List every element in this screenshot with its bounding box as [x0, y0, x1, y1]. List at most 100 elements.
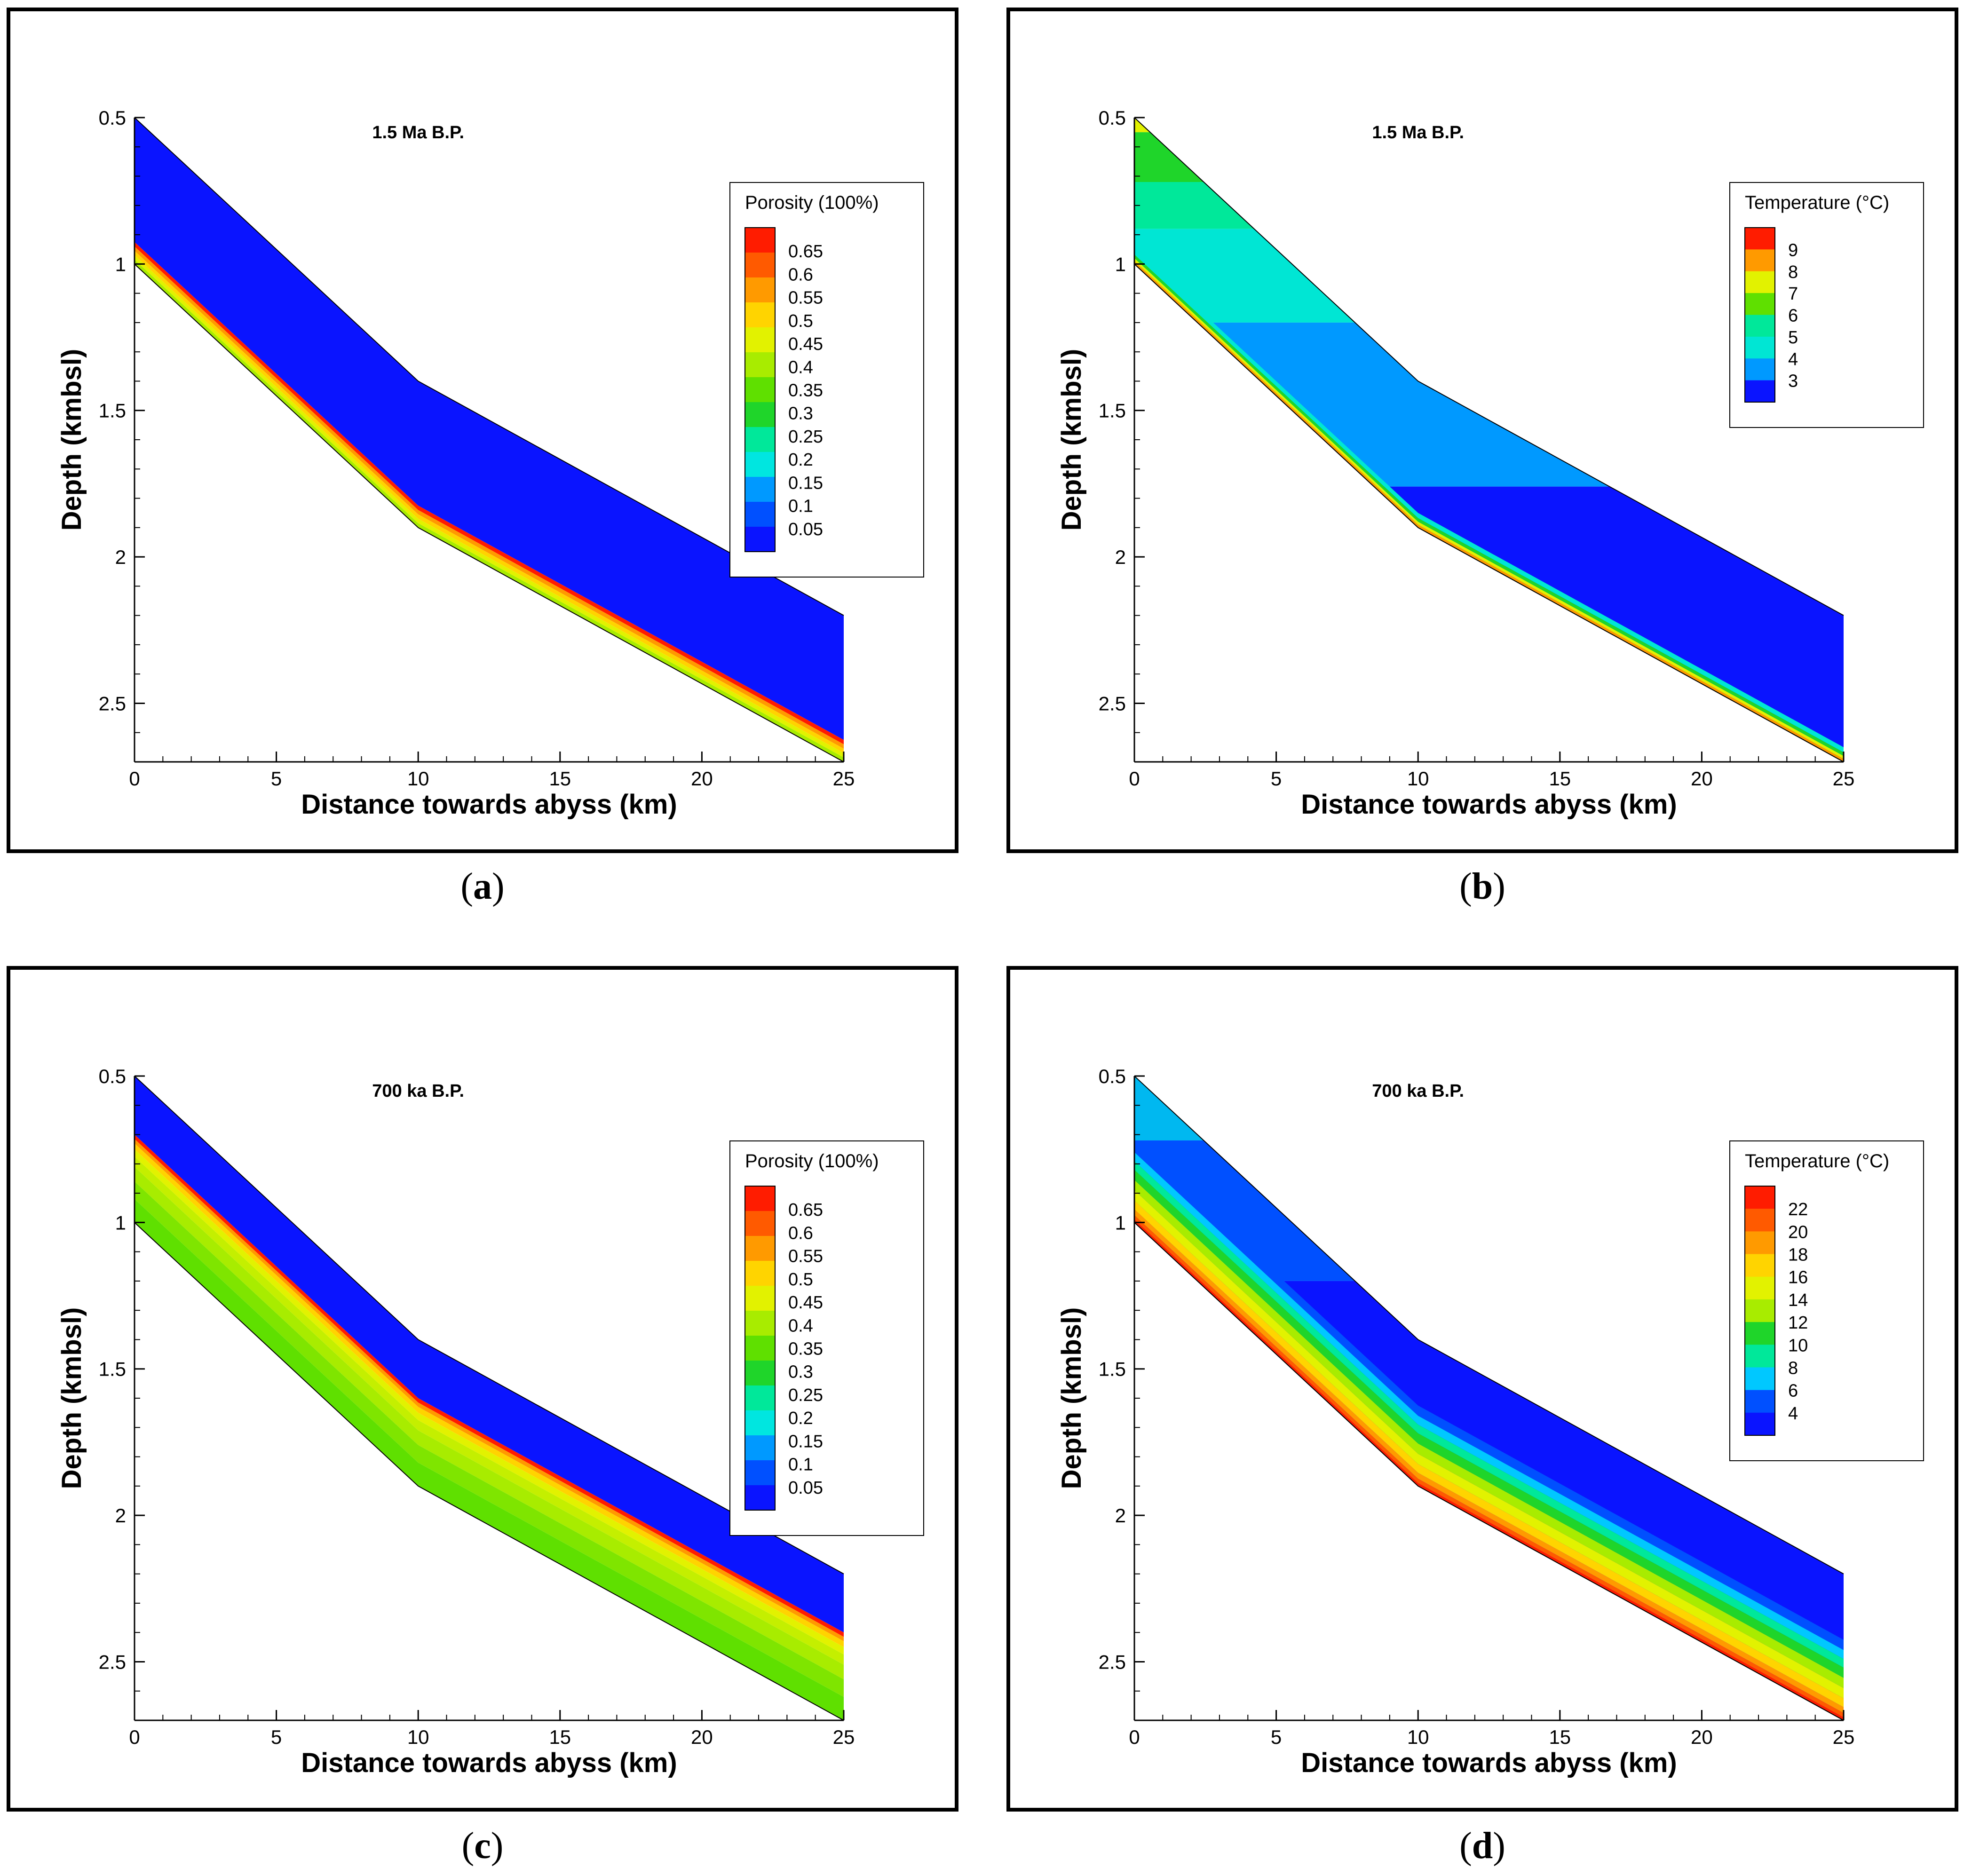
legend-bar-outline	[1744, 1186, 1775, 1436]
x-axis-label: Distance towards abyss (km)	[301, 789, 677, 820]
legend-label: 4	[1788, 1404, 1798, 1424]
panel-b: 0 5 10 15 20 25 0.5 1 1.5 2 2.5 Distance towards ab…	[1006, 8, 1958, 853]
legend-swatch	[745, 1336, 775, 1361]
legend-bar-outline	[744, 1186, 776, 1511]
plot-title: 700 ka B.P.	[1372, 1081, 1464, 1101]
x-tick-label: 0	[129, 1726, 140, 1748]
y-axis-label: Depth (kmbsl)	[1056, 349, 1087, 531]
legend-swatch	[1745, 1186, 1775, 1209]
depth-band	[1134, 1076, 1844, 1140]
legend-label: 0.4	[788, 1316, 813, 1336]
legend-label: 0.3	[788, 1362, 813, 1382]
legend-swatch	[745, 327, 775, 353]
legend-swatch	[1745, 336, 1775, 359]
legend-swatch	[1745, 228, 1775, 250]
depth-band	[1134, 118, 1844, 133]
legend-swatch	[745, 527, 775, 552]
chart-svg: 0 5 10 15 20 25 0.5 1 1.5 2 2.5 Distance towards ab…	[56, 107, 924, 820]
x-tick-label: 20	[1691, 1726, 1713, 1748]
x-tick-label: 10	[1407, 768, 1429, 790]
basement-line	[1134, 263, 1844, 762]
legend-label: 0.35	[788, 381, 823, 401]
caption-b: (b)	[1459, 866, 1505, 907]
chart-svg: 0 5 10 15 20 25 0.5 1 1.5 2 2.5 Distance towards ab…	[1056, 1065, 1924, 1778]
chart-svg: 0 5 10 15 20 25 0.5 1 1.5 2 2.5 Distance towards ab…	[1056, 107, 1924, 820]
legend-swatch	[745, 452, 775, 477]
y-axis-label: Depth (kmbsl)	[56, 1307, 87, 1489]
y-tick-label: 1	[115, 1211, 126, 1234]
legend-label: 0.55	[788, 1247, 823, 1266]
x-tick-label: 0	[1129, 1726, 1140, 1748]
legend-swatch	[745, 1485, 775, 1511]
x-tick-label: 15	[549, 768, 571, 790]
legend-label: 10	[1788, 1336, 1808, 1355]
seafloor-line	[1134, 117, 1844, 616]
legend-title: Porosity (100%)	[745, 192, 879, 213]
legend-swatch	[745, 377, 775, 403]
x-axis-label: Distance towards abyss (km)	[301, 1748, 677, 1778]
legend-label: 0.55	[788, 288, 823, 308]
legend-label: 18	[1788, 1245, 1808, 1265]
contour-fill	[135, 118, 844, 762]
legend-swatch	[745, 352, 775, 378]
y-tick-label: 0.5	[99, 1065, 126, 1087]
y-tick-label: 2	[1115, 1504, 1126, 1527]
legend-label: 0.6	[788, 265, 813, 285]
legend-label: 0.25	[788, 1385, 823, 1405]
depth-band	[1134, 486, 1844, 762]
legend-swatch	[1745, 1276, 1775, 1300]
legend-label: 5	[1788, 328, 1798, 348]
legend-label: 0.05	[788, 520, 823, 539]
panel-d: 0 5 10 15 20 25 0.5 1 1.5 2 2.5 Distance towards ab…	[1006, 966, 1958, 1812]
legend-label: 7	[1788, 284, 1798, 304]
legend-bar-outline	[744, 227, 776, 552]
legend-label: 22	[1788, 1200, 1808, 1219]
y-tick-label: 1.5	[99, 1358, 126, 1380]
y-tick-label: 2.5	[99, 692, 126, 714]
legend-title: Temperature (°C)	[1745, 192, 1889, 213]
legend-swatch	[1745, 293, 1775, 315]
x-tick-label: 5	[271, 1726, 282, 1748]
legend-label: 0.65	[788, 1200, 823, 1220]
legend-label: 0.1	[788, 1455, 813, 1475]
x-tick-label: 10	[407, 768, 429, 790]
legend-label: 0.4	[788, 357, 813, 377]
legend-label: 16	[1788, 1268, 1808, 1288]
legend-swatch	[1745, 1412, 1775, 1436]
x-tick-label: 20	[691, 1726, 713, 1748]
x-tick-label: 10	[1407, 1726, 1429, 1748]
depth-band	[1134, 132, 1844, 182]
legend-label: 0.1	[788, 497, 813, 516]
plot-title: 700 ka B.P.	[372, 1081, 464, 1101]
legend-label: 0.25	[788, 427, 823, 447]
y-tick-label: 2	[1115, 546, 1126, 568]
legend-swatch	[1745, 1367, 1775, 1391]
x-tick-label: 20	[691, 768, 713, 790]
legend-swatch	[1745, 1209, 1775, 1232]
legend-swatch	[1745, 1254, 1775, 1277]
legend-swatch	[745, 277, 775, 303]
legend-swatch	[745, 1410, 775, 1436]
legend-swatch	[745, 1311, 775, 1336]
legend-label: 0.45	[788, 1293, 823, 1313]
legend-label: 6	[1788, 306, 1798, 326]
x-axis-label: Distance towards abyss (km)	[1301, 1748, 1677, 1778]
legend-label: 0.05	[788, 1478, 823, 1498]
seafloor-line	[1134, 1076, 1844, 1575]
legend-swatch	[745, 1361, 775, 1386]
x-axis-label: Distance towards abyss (km)	[1301, 789, 1677, 820]
y-tick-label: 1.5	[99, 400, 126, 422]
legend-swatch	[1745, 358, 1775, 381]
x-tick-label: 0	[129, 768, 140, 790]
slope-band	[135, 1181, 844, 1697]
legend-swatch	[1745, 1345, 1775, 1368]
x-tick-label: 25	[1833, 768, 1855, 790]
x-tick-label: 15	[549, 1726, 571, 1748]
legend-swatch	[1745, 1299, 1775, 1322]
legend-label: 8	[1788, 1358, 1798, 1378]
basement-line	[134, 263, 844, 762]
legend-label: 0.6	[788, 1223, 813, 1243]
legend-swatch	[1745, 1231, 1775, 1255]
legend-swatch	[1745, 1390, 1775, 1413]
y-axis-label: Depth (kmbsl)	[1056, 1307, 1087, 1489]
